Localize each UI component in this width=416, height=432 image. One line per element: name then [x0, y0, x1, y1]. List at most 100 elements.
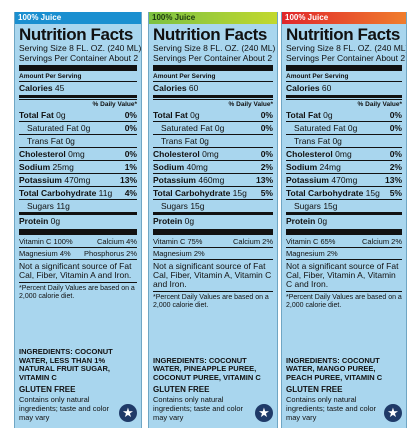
daily-value-header: % Daily Value*	[286, 99, 402, 109]
nutrient-name: Trans Fat	[27, 136, 64, 146]
divider	[286, 65, 402, 71]
divider	[286, 291, 402, 292]
ingredients: INGREDIENTS: COCONUT WATER, PINEAPPLE PU…	[153, 355, 261, 382]
nutrient-label: Sugars 15g	[153, 200, 205, 212]
juice-badge: 100% Juice	[282, 12, 406, 24]
nutrient-label: Total Fat 0g	[19, 109, 66, 121]
nutrient-amount: 0mg	[335, 149, 352, 159]
daily-value-footnote: *Percent Daily Values are based on a 2,0…	[153, 294, 269, 309]
calories-value: 60	[188, 83, 199, 93]
star-icon: ★	[255, 404, 273, 422]
nutrition-panel-pineapple: 100% Juice Nutrition Facts Serving Size …	[148, 12, 278, 428]
nutrient-name: Total Carbohydrate	[153, 188, 231, 198]
vitamin-left: Vitamin C 75%	[153, 237, 203, 246]
divider	[19, 247, 137, 248]
nutrient-name: Trans Fat	[161, 136, 198, 146]
nutrient-amount: 0g	[190, 110, 200, 120]
not-significant-note: Not a significant source of Fat Cal, Fib…	[286, 261, 399, 289]
nutrient-daily-value: 0%	[124, 110, 137, 120]
divider	[153, 247, 273, 248]
servings-per-container: Servings Per Container About 2	[19, 53, 139, 63]
vitamin-right: Phosphorus 2%	[84, 249, 137, 258]
nutrition-panel-mango-peach: 100% Juice Nutrition Facts Serving Size …	[281, 12, 407, 428]
nutrient-daily-value: 13%	[119, 175, 137, 185]
nutrient-row: Total Fat 0g 0%	[19, 109, 137, 121]
nutrient-amount: 0g	[347, 123, 358, 133]
vitamin-right: Calcium 4%	[96, 237, 137, 246]
vitamin-right: Calcium 2%	[232, 237, 273, 246]
nutrient-name: Potassium	[19, 175, 62, 185]
nutrient-amount: 460mg	[198, 175, 225, 185]
nutrient-label: Saturated Fat 0g	[19, 122, 90, 134]
not-significant-note: Not a significant source of Fat Cal, Fib…	[153, 261, 272, 289]
nutrient-amount: 0g	[323, 110, 333, 120]
nutrient-row: Sugars 15g	[153, 199, 273, 212]
divider	[19, 229, 137, 235]
nutrient-label: Total Fat 0g	[153, 109, 200, 121]
nutrient-amount: 470mg	[64, 175, 91, 185]
nutrient-rows: Total Fat 0g 0% Saturated Fat 0g 0% Trans Fa…	[153, 109, 273, 227]
nutrient-name: Cholesterol	[153, 149, 200, 159]
vitamin-row-2: Magnesium 2%	[286, 248, 402, 259]
divider	[286, 247, 402, 248]
nutrient-name: Sugars	[27, 201, 54, 211]
nutrient-row: Sodium 40mg 2%	[153, 160, 273, 173]
nutrient-name: Protein	[286, 216, 316, 226]
vitamin-left: Magnesium 2%	[153, 249, 205, 258]
nutrient-name: Saturated Fat	[161, 123, 213, 133]
nutrient-label: Sodium 40mg	[153, 161, 208, 173]
nutrient-daily-value: 4%	[124, 188, 137, 198]
nutrient-row: Protein 0g	[153, 212, 273, 227]
nutrient-name: Sodium	[153, 162, 185, 172]
nutrition-facts: Nutrition Facts Serving Size 8 FL. OZ. (…	[153, 26, 276, 310]
nutrient-label: Potassium 460mg	[153, 174, 224, 186]
nutrition-panel-coconut: 100% Juice Nutrition Facts Serving Size …	[14, 12, 142, 428]
nutrition-facts: Nutrition Facts Serving Size 8 FL. OZ. (…	[286, 25, 406, 310]
nutrient-daily-value: 0%	[124, 149, 137, 159]
divider	[153, 259, 273, 260]
label-bottom: INGREDIENTS: COCONUT WATER, LESS THAN 1%…	[19, 347, 137, 422]
nutrient-rows: Total Fat 0g 0% Saturated Fat 0g 0% Trans Fa…	[19, 109, 137, 227]
nutrient-row: Total Fat 0g 0%	[153, 109, 273, 121]
nutrient-row: Trans Fat 0g	[286, 134, 402, 147]
nutrient-daily-value: 5%	[260, 188, 273, 198]
label-bottom: INGREDIENTS: COCONUT WATER, PINEAPPLE PU…	[153, 355, 273, 422]
vitamin-left: Vitamin C 100%	[19, 237, 73, 246]
nutrient-label: Total Carbohydrate 11g	[19, 187, 112, 199]
nutrient-amount: 25mg	[52, 162, 74, 172]
nutrient-label: Total Carbohydrate 15g	[286, 187, 380, 199]
nutrient-label: Sodium 24mg	[286, 161, 341, 173]
serving-size: Serving Size 8 FL. OZ. (240 ML)	[153, 43, 276, 53]
nutrient-row: Total Carbohydrate 15g 5%	[286, 186, 402, 199]
nutrient-label: Protein 0g	[286, 215, 327, 227]
nutrient-row: Cholesterol 0mg 0%	[19, 147, 137, 160]
nutrient-row: Sodium 24mg 2%	[286, 160, 402, 173]
vitamin-row-2: Magnesium 4% Phosphorus 2%	[19, 248, 137, 259]
nutrient-name: Saturated Fat	[27, 123, 79, 133]
nutrient-amount: 15g	[323, 201, 338, 211]
facts-title: Nutrition Facts	[286, 25, 400, 44]
nutrient-name: Trans Fat	[294, 136, 331, 146]
nutrient-label: Sodium 25mg	[19, 161, 74, 173]
label-bottom: INGREDIENTS: COCONUT WATER, MANGO PUREE,…	[286, 356, 402, 422]
nutrient-name: Cholesterol	[19, 149, 66, 159]
nutrient-label: Protein 0g	[19, 215, 60, 227]
natural-ingredients-note: Contains only natural ingredients; taste…	[153, 395, 244, 422]
nutrient-name: Sugars	[161, 201, 188, 211]
nutrient-row: Sugars 15g	[286, 199, 402, 212]
juice-badge: 100% Juice	[15, 12, 141, 24]
nutrient-row: Total Carbohydrate 15g 5%	[153, 186, 273, 199]
divider	[153, 95, 273, 98]
nutrient-label: Saturated Fat 0g	[286, 122, 357, 134]
nutrient-label: Potassium 470mg	[19, 174, 90, 186]
divider	[153, 229, 273, 235]
nutrient-amount: 15g	[232, 188, 247, 198]
amount-per-serving: Amount Per Serving	[19, 73, 82, 80]
nutrient-row: Total Carbohydrate 11g 4%	[19, 186, 137, 199]
nutrient-row: Cholesterol 0mg 0%	[153, 147, 273, 160]
nutrient-amount: 0g	[56, 110, 66, 120]
divider	[286, 259, 402, 260]
nutrient-name: Sugars	[294, 201, 321, 211]
calories-value: 45	[54, 83, 65, 93]
calories-row: Calories 60	[153, 81, 273, 94]
